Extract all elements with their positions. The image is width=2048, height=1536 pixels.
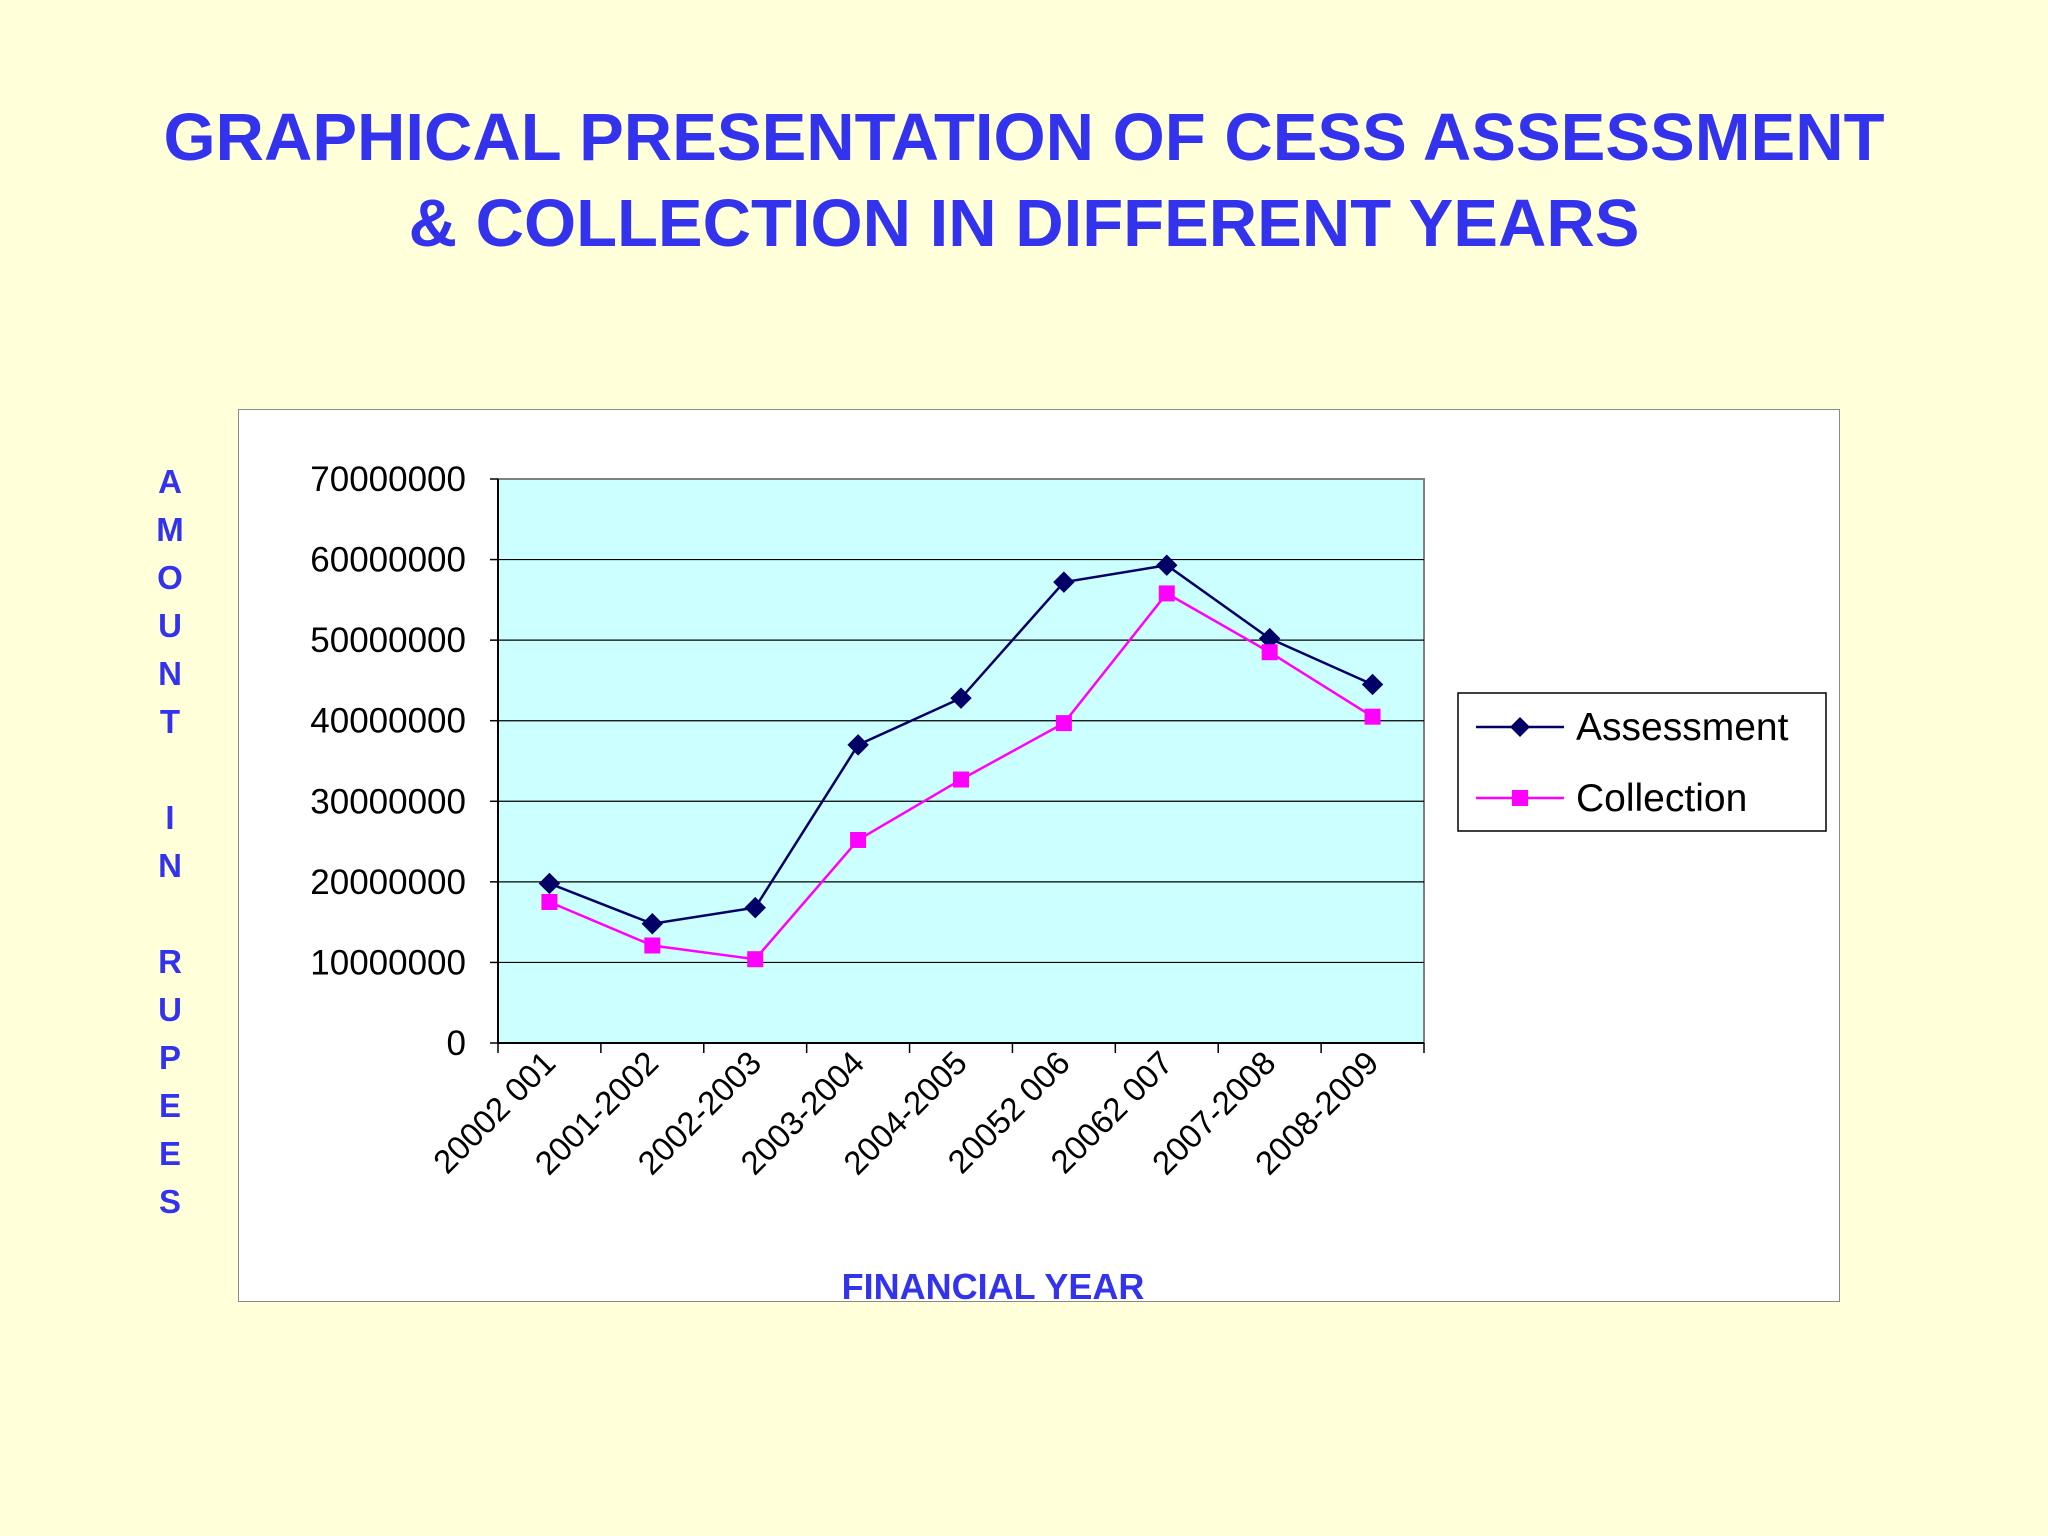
title-line-1: GRAPHICAL PRESENTATION OF CESS ASSESSMEN… <box>163 100 1885 175</box>
data-point-collection <box>1364 708 1381 725</box>
y-tick-label: 50000000 <box>310 621 466 660</box>
y-tick-label: 60000000 <box>310 541 466 580</box>
title-line-2: & COLLECTION IN DIFFERENT YEARS <box>408 186 1640 261</box>
data-point-collection <box>1055 715 1072 732</box>
data-point-collection <box>953 771 969 788</box>
data-point-assessment <box>1361 673 1384 696</box>
y-axis-label: A M O U N T I N R U P E E S <box>156 463 184 1220</box>
plot-area <box>497 478 1425 1044</box>
legend-marker <box>1510 717 1530 737</box>
data-point-assessment <box>1156 554 1178 576</box>
legend-marker <box>1512 790 1528 806</box>
data-point-collection <box>1261 644 1278 661</box>
y-tick-label: 40000000 <box>310 702 466 741</box>
data-point-collection <box>644 937 661 954</box>
legend-label: Assessment <box>1576 706 1789 749</box>
y-tick-label: 30000000 <box>310 782 466 821</box>
legend-box <box>1457 692 1827 832</box>
data-point-collection <box>541 894 558 910</box>
data-point-assessment <box>641 913 664 935</box>
data-point-collection <box>747 951 764 968</box>
y-tick-label: 20000000 <box>310 863 466 902</box>
y-tick-label: 0 <box>447 1024 466 1063</box>
data-point-assessment <box>950 687 972 709</box>
data-point-collection <box>850 831 867 848</box>
y-tick-label: 10000000 <box>310 943 466 982</box>
x-axis-label: FINANCIAL YEAR <box>842 1266 1145 1307</box>
data-point-assessment <box>847 734 869 756</box>
data-point-assessment <box>538 872 561 895</box>
legend-label: Collection <box>1576 777 1747 820</box>
data-point-assessment <box>744 896 766 919</box>
data-point-assessment <box>1053 571 1075 593</box>
data-point-collection <box>1158 585 1175 602</box>
y-tick-label: 70000000 <box>310 460 466 499</box>
slide-title: GRAPHICAL PRESENTATION OF CESS ASSESSMEN… <box>0 95 2048 267</box>
